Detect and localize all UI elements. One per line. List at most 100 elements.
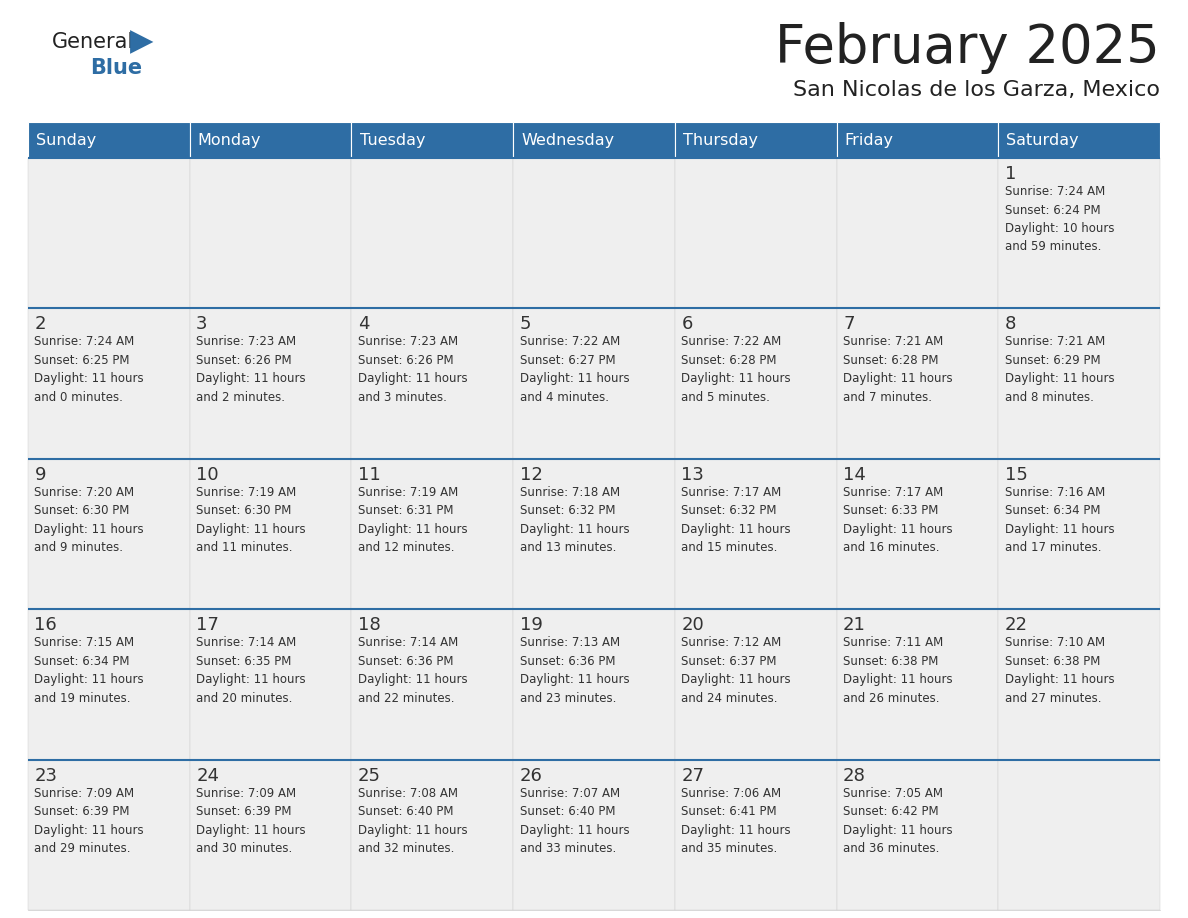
Bar (190, 122, 352, 158)
Bar (836, 308, 998, 459)
Text: Sunrise: 7:23 AM
Sunset: 6:26 PM
Daylight: 11 hours
and 3 minutes.: Sunrise: 7:23 AM Sunset: 6:26 PM Dayligh… (358, 335, 468, 404)
Text: Sunrise: 7:24 AM
Sunset: 6:24 PM
Daylight: 10 hours
and 59 minutes.: Sunrise: 7:24 AM Sunset: 6:24 PM Dayligh… (1005, 185, 1114, 253)
Bar (998, 158, 1159, 308)
Text: 19: 19 (519, 616, 543, 634)
Text: Saturday: Saturday (1006, 132, 1079, 148)
Bar (513, 122, 675, 158)
Bar (998, 610, 1159, 759)
Text: Sunrise: 7:22 AM
Sunset: 6:28 PM
Daylight: 11 hours
and 5 minutes.: Sunrise: 7:22 AM Sunset: 6:28 PM Dayligh… (682, 335, 791, 404)
Text: 7: 7 (843, 316, 854, 333)
Text: Thursday: Thursday (683, 132, 758, 148)
Text: 5: 5 (519, 316, 531, 333)
Bar (352, 308, 513, 459)
Bar (190, 610, 352, 759)
Text: Sunrise: 7:24 AM
Sunset: 6:25 PM
Daylight: 11 hours
and 0 minutes.: Sunrise: 7:24 AM Sunset: 6:25 PM Dayligh… (34, 335, 144, 404)
Text: 20: 20 (682, 616, 704, 634)
Bar (190, 308, 352, 459)
Text: Sunrise: 7:21 AM
Sunset: 6:28 PM
Daylight: 11 hours
and 7 minutes.: Sunrise: 7:21 AM Sunset: 6:28 PM Dayligh… (843, 335, 953, 404)
Text: Blue: Blue (90, 58, 143, 78)
Text: Sunrise: 7:22 AM
Sunset: 6:27 PM
Daylight: 11 hours
and 4 minutes.: Sunrise: 7:22 AM Sunset: 6:27 PM Dayligh… (519, 335, 630, 404)
Bar (998, 759, 1159, 910)
Text: Sunrise: 7:09 AM
Sunset: 6:39 PM
Daylight: 11 hours
and 29 minutes.: Sunrise: 7:09 AM Sunset: 6:39 PM Dayligh… (34, 787, 144, 855)
Text: 13: 13 (682, 465, 704, 484)
Text: Sunrise: 7:18 AM
Sunset: 6:32 PM
Daylight: 11 hours
and 13 minutes.: Sunrise: 7:18 AM Sunset: 6:32 PM Dayligh… (519, 486, 630, 554)
Bar (190, 759, 352, 910)
Text: Sunrise: 7:08 AM
Sunset: 6:40 PM
Daylight: 11 hours
and 32 minutes.: Sunrise: 7:08 AM Sunset: 6:40 PM Dayligh… (358, 787, 468, 855)
Bar (836, 759, 998, 910)
Text: 17: 17 (196, 616, 219, 634)
Text: Sunrise: 7:15 AM
Sunset: 6:34 PM
Daylight: 11 hours
and 19 minutes.: Sunrise: 7:15 AM Sunset: 6:34 PM Dayligh… (34, 636, 144, 705)
Bar (352, 122, 513, 158)
Bar (836, 459, 998, 610)
Text: Sunrise: 7:14 AM
Sunset: 6:35 PM
Daylight: 11 hours
and 20 minutes.: Sunrise: 7:14 AM Sunset: 6:35 PM Dayligh… (196, 636, 305, 705)
Bar (675, 459, 836, 610)
Text: 25: 25 (358, 767, 381, 785)
Bar (29, 610, 190, 759)
Text: Wednesday: Wednesday (522, 132, 614, 148)
Bar (675, 122, 836, 158)
Bar (836, 122, 998, 158)
Text: Friday: Friday (845, 132, 893, 148)
Text: Sunrise: 7:23 AM
Sunset: 6:26 PM
Daylight: 11 hours
and 2 minutes.: Sunrise: 7:23 AM Sunset: 6:26 PM Dayligh… (196, 335, 305, 404)
Bar (352, 459, 513, 610)
Bar (998, 122, 1159, 158)
Text: ▶: ▶ (129, 28, 153, 57)
Bar (675, 610, 836, 759)
Bar (998, 459, 1159, 610)
Text: 4: 4 (358, 316, 369, 333)
Text: 23: 23 (34, 767, 57, 785)
Bar (513, 759, 675, 910)
Bar (29, 308, 190, 459)
Text: 26: 26 (519, 767, 543, 785)
Text: 27: 27 (682, 767, 704, 785)
Text: 10: 10 (196, 465, 219, 484)
Text: 28: 28 (843, 767, 866, 785)
Text: Tuesday: Tuesday (360, 132, 425, 148)
Text: Sunrise: 7:10 AM
Sunset: 6:38 PM
Daylight: 11 hours
and 27 minutes.: Sunrise: 7:10 AM Sunset: 6:38 PM Dayligh… (1005, 636, 1114, 705)
Bar (190, 158, 352, 308)
Text: Sunrise: 7:06 AM
Sunset: 6:41 PM
Daylight: 11 hours
and 35 minutes.: Sunrise: 7:06 AM Sunset: 6:41 PM Dayligh… (682, 787, 791, 855)
Text: Sunrise: 7:17 AM
Sunset: 6:33 PM
Daylight: 11 hours
and 16 minutes.: Sunrise: 7:17 AM Sunset: 6:33 PM Dayligh… (843, 486, 953, 554)
Text: Sunrise: 7:09 AM
Sunset: 6:39 PM
Daylight: 11 hours
and 30 minutes.: Sunrise: 7:09 AM Sunset: 6:39 PM Dayligh… (196, 787, 305, 855)
Text: February 2025: February 2025 (776, 22, 1159, 74)
Text: Sunday: Sunday (36, 132, 96, 148)
Text: Sunrise: 7:14 AM
Sunset: 6:36 PM
Daylight: 11 hours
and 22 minutes.: Sunrise: 7:14 AM Sunset: 6:36 PM Dayligh… (358, 636, 468, 705)
Text: Sunrise: 7:05 AM
Sunset: 6:42 PM
Daylight: 11 hours
and 36 minutes.: Sunrise: 7:05 AM Sunset: 6:42 PM Dayligh… (843, 787, 953, 855)
Bar (998, 308, 1159, 459)
Text: 6: 6 (682, 316, 693, 333)
Text: 3: 3 (196, 316, 208, 333)
Bar (675, 759, 836, 910)
Bar (29, 759, 190, 910)
Text: Sunrise: 7:19 AM
Sunset: 6:30 PM
Daylight: 11 hours
and 11 minutes.: Sunrise: 7:19 AM Sunset: 6:30 PM Dayligh… (196, 486, 305, 554)
Bar (352, 158, 513, 308)
Text: 11: 11 (358, 465, 380, 484)
Text: Sunrise: 7:20 AM
Sunset: 6:30 PM
Daylight: 11 hours
and 9 minutes.: Sunrise: 7:20 AM Sunset: 6:30 PM Dayligh… (34, 486, 144, 554)
Bar (675, 158, 836, 308)
Text: San Nicolas de los Garza, Mexico: San Nicolas de los Garza, Mexico (794, 80, 1159, 100)
Text: Sunrise: 7:12 AM
Sunset: 6:37 PM
Daylight: 11 hours
and 24 minutes.: Sunrise: 7:12 AM Sunset: 6:37 PM Dayligh… (682, 636, 791, 705)
Text: Sunrise: 7:17 AM
Sunset: 6:32 PM
Daylight: 11 hours
and 15 minutes.: Sunrise: 7:17 AM Sunset: 6:32 PM Dayligh… (682, 486, 791, 554)
Bar (29, 122, 190, 158)
Text: 12: 12 (519, 465, 543, 484)
Text: Sunrise: 7:16 AM
Sunset: 6:34 PM
Daylight: 11 hours
and 17 minutes.: Sunrise: 7:16 AM Sunset: 6:34 PM Dayligh… (1005, 486, 1114, 554)
Bar (836, 158, 998, 308)
Bar (513, 308, 675, 459)
Text: 24: 24 (196, 767, 219, 785)
Text: 18: 18 (358, 616, 380, 634)
Text: 14: 14 (843, 465, 866, 484)
Bar (513, 158, 675, 308)
Text: Sunrise: 7:19 AM
Sunset: 6:31 PM
Daylight: 11 hours
and 12 minutes.: Sunrise: 7:19 AM Sunset: 6:31 PM Dayligh… (358, 486, 468, 554)
Text: 22: 22 (1005, 616, 1028, 634)
Text: Sunrise: 7:13 AM
Sunset: 6:36 PM
Daylight: 11 hours
and 23 minutes.: Sunrise: 7:13 AM Sunset: 6:36 PM Dayligh… (519, 636, 630, 705)
Bar (29, 459, 190, 610)
Text: General: General (52, 32, 134, 52)
Text: 9: 9 (34, 465, 46, 484)
Bar (190, 459, 352, 610)
Bar (513, 610, 675, 759)
Text: 16: 16 (34, 616, 57, 634)
Bar (352, 610, 513, 759)
Text: 21: 21 (843, 616, 866, 634)
Text: 15: 15 (1005, 465, 1028, 484)
Bar (29, 158, 190, 308)
Text: Sunrise: 7:11 AM
Sunset: 6:38 PM
Daylight: 11 hours
and 26 minutes.: Sunrise: 7:11 AM Sunset: 6:38 PM Dayligh… (843, 636, 953, 705)
